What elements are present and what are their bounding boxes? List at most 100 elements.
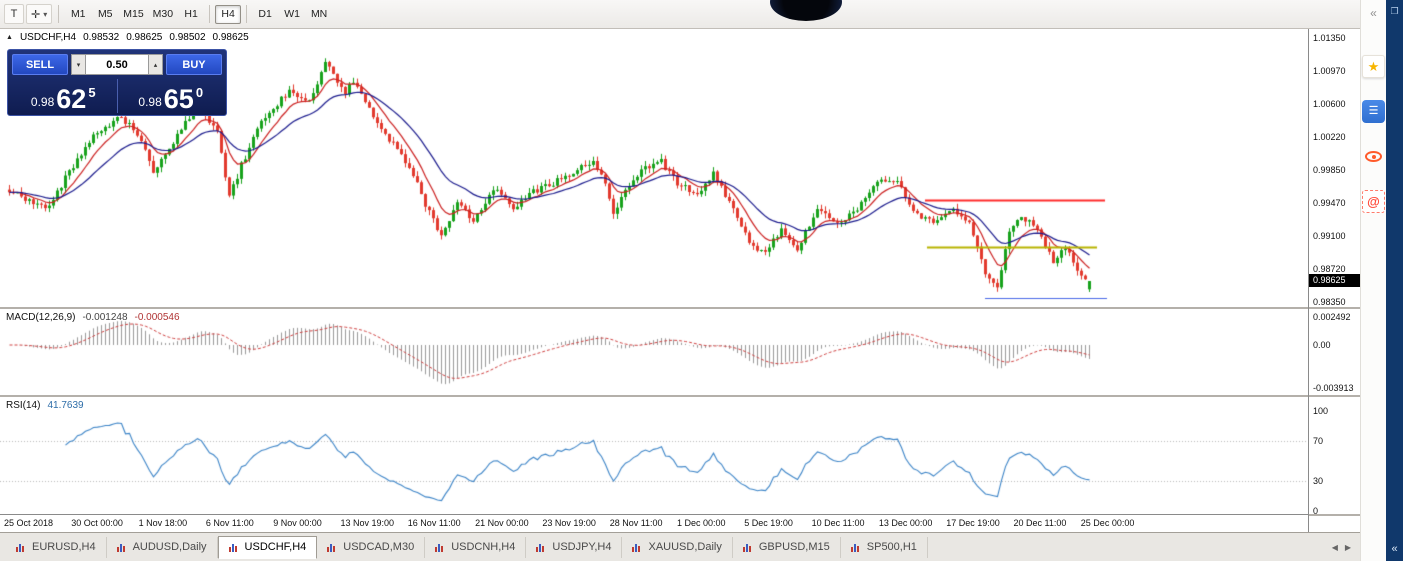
tab-label: USDCHF,H4: [244, 541, 307, 553]
timeframe-w1[interactable]: W1: [284, 8, 300, 20]
timeframe-d1[interactable]: D1: [258, 8, 272, 20]
tab-usdcnh-h4[interactable]: USDCNH,H4: [425, 536, 527, 558]
buy-button[interactable]: BUY: [166, 54, 222, 75]
price-scale-column[interactable]: 0.98625 1.01350 1.00970 1.00600 1.00220 0.99…: [1308, 29, 1361, 532]
time-axis-label: 9 Nov 00:00: [273, 518, 322, 528]
feeds-button[interactable]: ☰: [1362, 100, 1385, 123]
rsi-label: RSI(14) 41.7639: [6, 400, 84, 411]
tab-usdchf-h4[interactable]: USDCHF,H4: [217, 535, 318, 559]
symbol-info: ▲ USDCHF,H4 0.98532 0.98625 0.98502 0.98…: [6, 32, 249, 43]
tab-label: SP500,H1: [866, 541, 917, 553]
tab-gbpusd-m15[interactable]: GBPUSD,M15: [733, 536, 841, 558]
volume-input[interactable]: 0.50: [86, 54, 148, 75]
rsi-tick-label: 100: [1313, 406, 1329, 416]
tab-label: GBPUSD,M15: [758, 541, 830, 553]
macd-tick-label: -0.003913: [1313, 383, 1354, 394]
time-axis-label: 13 Dec 00:00: [878, 518, 933, 528]
mention-at-button[interactable]: @: [1362, 190, 1385, 213]
sell-price-display[interactable]: 0.98 62 5: [12, 77, 115, 113]
rsi-value: 41.7639: [47, 400, 84, 411]
toolbar-separator: [209, 5, 211, 23]
eye-protection-icon: [1365, 151, 1382, 162]
rsi-tick-label: 30: [1313, 476, 1324, 486]
time-axis-label: 16 Nov 11:00: [407, 518, 461, 528]
time-axis-label: 1 Dec 00:00: [677, 518, 726, 528]
text-tool-icon: T: [10, 8, 18, 20]
tab-list: EURUSD,H4 AUDUSD,Daily USDCHF,H4 USDCAD,M30…: [6, 533, 928, 561]
tab-usdcad-m30[interactable]: USDCAD,M30: [317, 536, 426, 558]
mini-chart-icon: [536, 542, 547, 552]
timeframe-mn[interactable]: MN: [310, 8, 328, 20]
pane-separator: [1309, 307, 1361, 309]
timeframe-m30[interactable]: M30: [152, 8, 174, 20]
timeframe-m5[interactable]: M5: [97, 8, 113, 20]
pane-separator[interactable]: [0, 307, 1308, 309]
eye-protection-button[interactable]: [1362, 145, 1385, 168]
price-tick-label: 1.00220: [1313, 132, 1346, 142]
buy-price-display[interactable]: 0.98 65 0: [120, 77, 223, 113]
time-axis-label: 30 Oct 00:00: [71, 518, 123, 528]
ohlc-high: 0.98625: [126, 32, 163, 43]
tab-xauusd-daily[interactable]: XAUUSD,Daily: [622, 536, 733, 558]
camera-notch-overlay: [770, 0, 842, 21]
pane-separator[interactable]: [0, 395, 1308, 397]
volume-increase-button[interactable]: ▴: [148, 54, 163, 75]
collapse-sidebar-button[interactable]: «: [1370, 6, 1377, 20]
mini-chart-icon: [435, 542, 446, 552]
chart-area[interactable]: ▲ USDCHF,H4 0.98532 0.98625 0.98502 0.98…: [0, 29, 1308, 532]
sell-button[interactable]: SELL: [12, 54, 68, 75]
trade-prices-row: 0.98 62 5 0.98 65 0: [12, 77, 222, 113]
time-axis-label: 25 Dec 00:00: [1080, 518, 1135, 528]
symbol-name: USDCHF,H4: [19, 32, 77, 43]
tab-scroll-right-button[interactable]: ▶: [1344, 542, 1351, 552]
timeframe-m15[interactable]: M15: [123, 8, 144, 20]
price-tick-label: 1.01350: [1313, 33, 1346, 43]
mention-at-icon: @: [1367, 194, 1380, 209]
toolbar-separator: [58, 5, 60, 23]
time-axis-label: 20 Dec 11:00: [1013, 518, 1067, 528]
mini-chart-icon: [228, 542, 240, 552]
sell-price-base: 0.98: [30, 95, 55, 109]
tab-sp500-h1[interactable]: SP500,H1: [841, 536, 928, 558]
feeds-icon: ☰: [1368, 105, 1379, 117]
crosshair-tool-dropdown[interactable]: ✛ ▾: [26, 4, 53, 24]
price-tick-label: 0.99100: [1313, 231, 1346, 241]
price-pane[interactable]: ▲ USDCHF,H4 0.98532 0.98625 0.98502 0.98…: [0, 29, 1308, 307]
tab-label: AUDUSD,Daily: [132, 541, 207, 553]
macd-pane[interactable]: MACD(12,26,9) -0.001248 -0.000546: [0, 309, 1308, 395]
rsi-canvas[interactable]: [0, 397, 1308, 514]
tab-scroll-left-button[interactable]: ◀: [1331, 542, 1338, 552]
buy-price-pips: 65: [163, 84, 194, 115]
time-axis-label: 28 Nov 11:00: [609, 518, 663, 528]
macd-canvas[interactable]: [0, 309, 1308, 395]
timeframe-m1[interactable]: M1: [70, 8, 86, 20]
collapse-strip-icon[interactable]: «: [1391, 543, 1398, 555]
tab-label: USDJPY,H4: [552, 541, 612, 553]
panel-window-icon[interactable]: ❐: [1390, 6, 1399, 16]
price-tick-label: 0.99850: [1313, 165, 1346, 175]
macd-name: MACD(12,26,9): [6, 312, 76, 323]
mini-chart-icon: [16, 542, 27, 552]
mini-chart-icon: [632, 542, 643, 552]
timeframe-h1[interactable]: H1: [184, 8, 198, 20]
macd-label: MACD(12,26,9) -0.001248 -0.000546: [6, 312, 180, 323]
volume-control: ▾ 0.50 ▴: [71, 54, 163, 75]
price-tick-label: 1.00600: [1313, 99, 1346, 109]
time-axis-label: 21 Nov 00:00: [475, 518, 529, 528]
sell-price-point: 5: [88, 85, 96, 100]
tab-usdjpy-h4[interactable]: USDJPY,H4: [526, 536, 623, 558]
symbol-arrow-icon: ▲: [6, 34, 13, 41]
rsi-tick-label: 0: [1313, 506, 1319, 516]
tab-audusd-daily[interactable]: AUDUSD,Daily: [107, 536, 218, 558]
volume-decrease-button[interactable]: ▾: [71, 54, 86, 75]
favorites-star-button[interactable]: ★: [1362, 55, 1385, 78]
current-price-badge: 0.98625: [1309, 274, 1361, 287]
text-tool-button[interactable]: T: [4, 4, 24, 24]
tab-eurusd-h4[interactable]: EURUSD,H4: [6, 536, 107, 558]
tab-label: EURUSD,H4: [32, 541, 96, 553]
toolbar-separator: [246, 5, 248, 23]
timeframe-h4[interactable]: H4: [215, 4, 242, 24]
tab-label: USDCNH,H4: [451, 541, 516, 553]
rsi-pane[interactable]: RSI(14) 41.7639: [0, 397, 1308, 514]
